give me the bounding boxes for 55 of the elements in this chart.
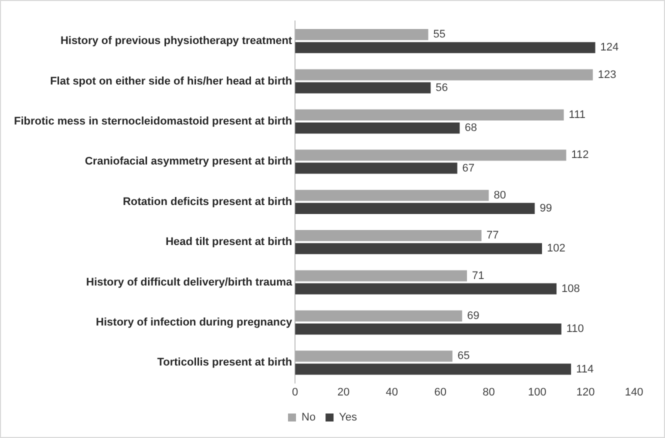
- x-tick-label: 20: [337, 386, 350, 398]
- bar: [295, 109, 564, 121]
- legend-label: Yes: [339, 412, 358, 424]
- bar: [295, 202, 535, 214]
- data-label: 80: [494, 189, 506, 202]
- x-tick-label: 80: [482, 386, 495, 398]
- data-label: 111: [568, 109, 586, 121]
- x-tick-label: 0: [292, 386, 298, 398]
- bar: [295, 42, 596, 54]
- bar: [295, 82, 431, 94]
- bar: [295, 230, 482, 242]
- bar: [295, 69, 593, 80]
- y-tick-label: History of previous physiotherapy treatment: [60, 35, 292, 48]
- data-label: 124: [600, 42, 619, 54]
- y-tick-label: Fibrotic mess in sternocleidomastoid present at birth: [14, 116, 292, 128]
- y-tick-label: Craniofacial asymmetry present at birth: [84, 156, 292, 168]
- bar: [295, 323, 562, 335]
- bar: [295, 310, 462, 322]
- data-label: 108: [562, 282, 580, 295]
- y-tick-label: History of infection during pregnancy: [96, 316, 293, 329]
- bar: [295, 350, 452, 362]
- y-tick-label: Head tilt present at birth: [166, 236, 292, 248]
- y-tick-label: Rotation deficits present at birth: [122, 196, 292, 208]
- data-label: 69: [467, 310, 480, 322]
- bar: [295, 190, 489, 201]
- data-label: 67: [462, 162, 475, 174]
- data-label: 77: [486, 230, 499, 242]
- data-label: 123: [598, 68, 616, 81]
- bar: [295, 150, 566, 161]
- bar: [295, 29, 428, 40]
- data-label: 110: [566, 323, 584, 336]
- bar: [295, 162, 458, 174]
- bar: [295, 270, 467, 282]
- bar: [295, 243, 542, 254]
- y-tick-label: History of difficult delivery/birth trauma: [86, 276, 293, 288]
- data-label: 55: [433, 28, 446, 41]
- data-label: 65: [457, 350, 470, 362]
- data-label: 114: [576, 363, 594, 376]
- legend-label: No: [301, 412, 316, 424]
- data-label: 102: [547, 242, 566, 255]
- x-tick-label: 40: [386, 386, 398, 398]
- x-tick-label: 60: [434, 386, 446, 398]
- x-tick-label: 120: [576, 386, 595, 398]
- data-label: 68: [464, 122, 477, 134]
- x-tick-label: 140: [624, 386, 644, 398]
- bar: [295, 122, 460, 134]
- data-label: 56: [436, 82, 448, 94]
- y-tick-label: Flat spot on either side of his/her head at birth: [50, 75, 292, 88]
- data-label: 112: [571, 149, 589, 162]
- x-tick-label: 100: [528, 386, 546, 398]
- data-label: 99: [540, 202, 552, 214]
- bar: [295, 364, 572, 375]
- data-label: 71: [472, 270, 484, 282]
- bar: [295, 283, 557, 294]
- y-tick-label: Torticollis present at birth: [157, 356, 292, 369]
